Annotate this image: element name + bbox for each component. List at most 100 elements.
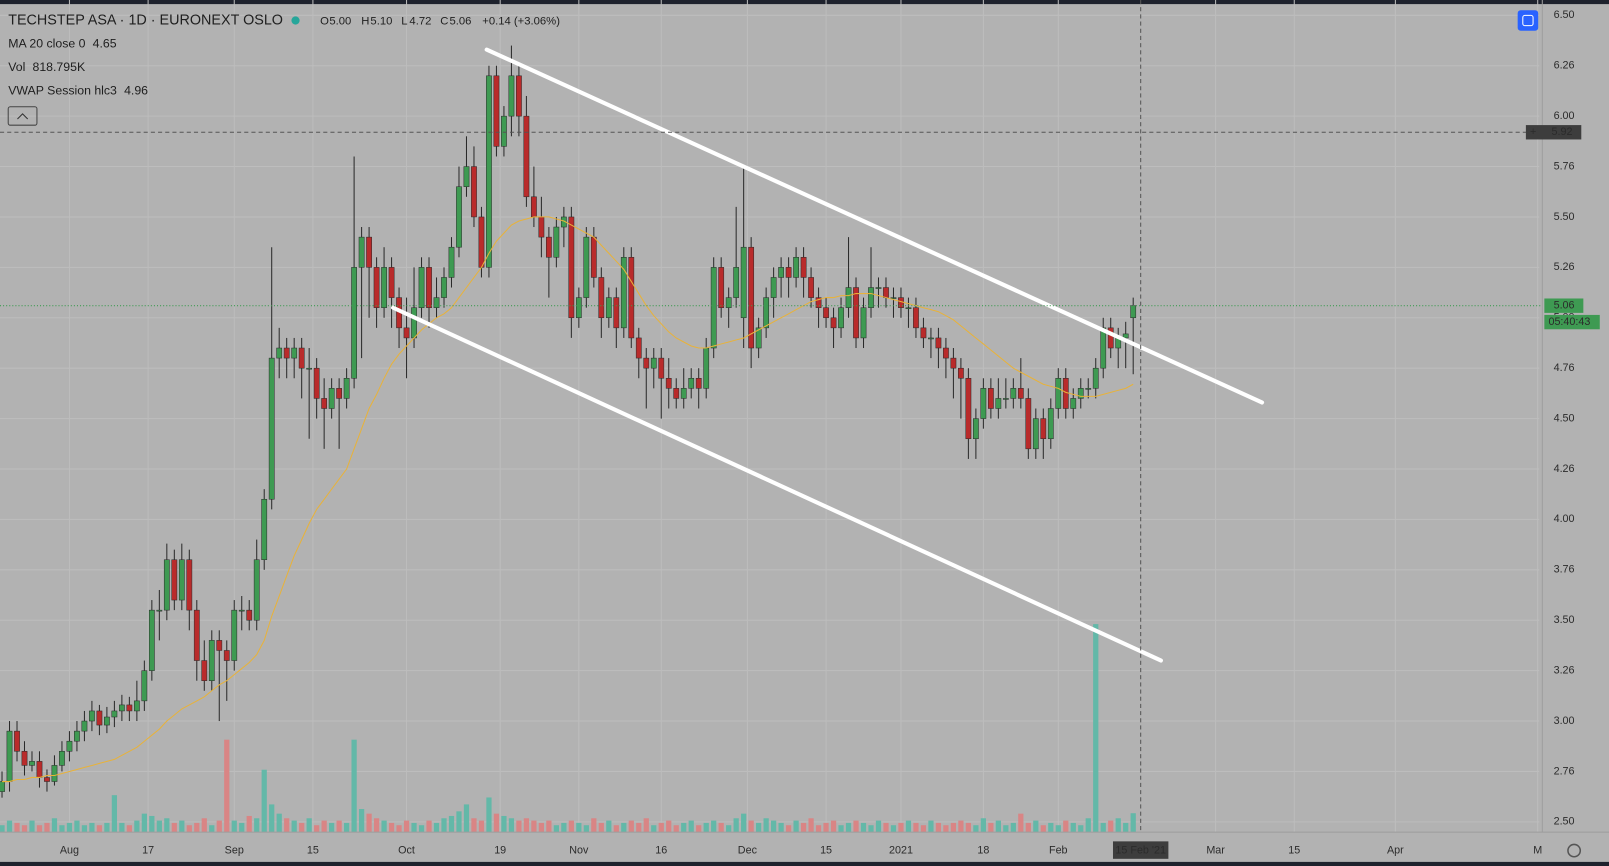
volume-layer (0, 624, 1136, 833)
candle-body (703, 347, 710, 389)
y-tick-label: 4.50 (1554, 412, 1575, 424)
volume-bar (411, 822, 417, 833)
candle-body (673, 388, 680, 399)
candle-body (987, 388, 994, 409)
volume-bar (463, 804, 470, 833)
candle-body (81, 720, 88, 732)
volume-bar (1115, 818, 1121, 833)
volume-bar (606, 820, 612, 833)
volume-bar (673, 825, 679, 833)
header: TECHSTEP ASA · 1D · EURONEXT OSLO O 5.00… (7, 10, 1582, 858)
x-tick-label: Mar (1206, 844, 1225, 856)
volume-bar (748, 820, 754, 833)
volume-bar (96, 825, 103, 833)
volume-bar (995, 820, 1001, 833)
volume-bar (261, 769, 267, 833)
volume-bar (718, 822, 724, 833)
candle-body (793, 257, 799, 278)
candle-body (253, 559, 260, 621)
candle-body (163, 559, 170, 611)
volume-bar (546, 820, 552, 833)
volume-bar (508, 818, 515, 833)
volume-bar (119, 822, 125, 833)
volume-bar (441, 818, 447, 833)
candle-body (845, 287, 852, 308)
volume-bar (1130, 813, 1136, 833)
candle-body (538, 216, 545, 238)
labels-layer: 2.50 2.76 3.00 3.26 3.50 3.76 4.00 4.26 4.50 4.76… (60, 9, 1600, 859)
screenshot-button[interactable] (1517, 10, 1539, 31)
volume-bar (51, 818, 58, 833)
candle-body (613, 297, 620, 329)
candle-body (298, 347, 305, 369)
candle-body (328, 388, 335, 409)
volume-bar (426, 820, 432, 833)
countdown-label: 05:40:43 (1548, 316, 1590, 328)
last-price-label: 5.06 (1554, 300, 1575, 312)
y-tick-label: 6.26 (1554, 60, 1575, 72)
volume-bar (651, 825, 657, 833)
volume-bar (890, 825, 897, 833)
collapse-button[interactable] (7, 106, 38, 126)
volume-bar (358, 809, 365, 833)
candle-body (928, 337, 934, 340)
candle-body (74, 730, 80, 742)
volume-bar (366, 813, 372, 833)
crosshair-x-box (1112, 841, 1169, 859)
candle-body (516, 75, 522, 117)
candle-body (186, 559, 193, 611)
volume-bar (179, 820, 185, 833)
crosshair-plus: + (1530, 126, 1536, 138)
candle-body (568, 216, 575, 319)
volume-bar (598, 822, 604, 833)
screenshot-icon (1522, 14, 1534, 27)
candle-body (860, 307, 867, 339)
candle-body (770, 277, 777, 298)
volume-bar (898, 822, 904, 833)
candle-body (111, 710, 118, 718)
legend-value: 4.65 (93, 36, 117, 50)
candle-body (853, 287, 859, 339)
volume-bar (741, 813, 747, 833)
volume-bar (838, 825, 844, 833)
volume-bar (396, 825, 402, 833)
candle-body (620, 257, 627, 329)
candle-body (808, 277, 814, 298)
volume-bar (621, 822, 627, 833)
candle-body (1055, 378, 1062, 409)
y-tick-label: 3.76 (1554, 564, 1575, 576)
candle-body (1122, 333, 1129, 339)
volume-bar (913, 822, 919, 833)
candle-body (501, 115, 507, 147)
volume-bar (875, 820, 882, 833)
candle-body (441, 277, 447, 298)
x-tick-label: Feb (1049, 844, 1068, 856)
volume-bar (613, 825, 619, 833)
candle-body (321, 398, 328, 409)
volume-bar (269, 804, 275, 833)
candle-body (486, 75, 492, 268)
volume-bar (111, 795, 118, 833)
candle-body (1040, 418, 1047, 440)
x-tick-label: Aug (60, 844, 79, 856)
candle-body (261, 498, 268, 560)
candle-body (905, 307, 912, 309)
volume-bar (928, 820, 934, 833)
volume-bar (186, 825, 192, 833)
settings-icon[interactable] (1567, 843, 1582, 858)
volume-bar (478, 820, 485, 833)
volume-bar (388, 822, 395, 833)
volume-bar (486, 797, 492, 833)
candle-body (1047, 408, 1054, 440)
close-label: C (440, 16, 448, 28)
candle-body (1070, 398, 1077, 409)
volume-bar (973, 825, 979, 833)
volume-bar (104, 822, 110, 833)
volume-bar (1093, 624, 1099, 833)
candle-body (418, 267, 425, 308)
legend-name: MA 20 close 0 (8, 36, 85, 50)
volume-bar (1003, 825, 1009, 833)
volume-bar (1078, 825, 1084, 833)
candle-body (373, 267, 380, 308)
